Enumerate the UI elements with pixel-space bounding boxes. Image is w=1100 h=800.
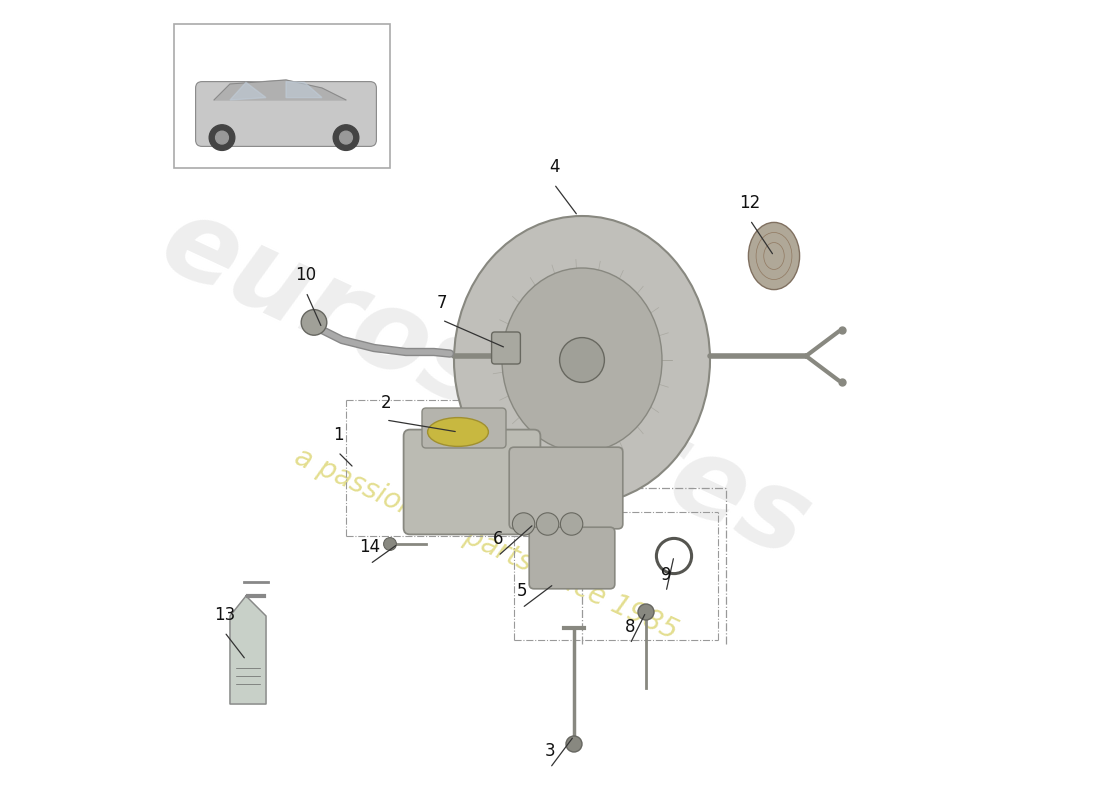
Ellipse shape	[502, 268, 662, 452]
Circle shape	[384, 538, 396, 550]
Text: a passion for parts since 1985: a passion for parts since 1985	[290, 442, 682, 646]
Text: 4: 4	[549, 158, 559, 176]
FancyBboxPatch shape	[196, 82, 376, 146]
Circle shape	[560, 338, 604, 382]
Text: 3: 3	[544, 742, 556, 760]
Text: 14: 14	[360, 538, 381, 556]
Circle shape	[209, 125, 234, 150]
FancyBboxPatch shape	[509, 447, 623, 529]
Circle shape	[566, 736, 582, 752]
Text: 13: 13	[213, 606, 235, 624]
Text: 2: 2	[381, 394, 392, 412]
Polygon shape	[214, 80, 346, 100]
Circle shape	[216, 131, 229, 144]
Circle shape	[333, 125, 359, 150]
Text: 8: 8	[625, 618, 636, 636]
Circle shape	[301, 310, 327, 335]
FancyBboxPatch shape	[529, 527, 615, 589]
Text: eurospares: eurospares	[145, 187, 827, 581]
Text: 7: 7	[437, 294, 448, 312]
Text: 12: 12	[739, 194, 760, 212]
Bar	[174, 24, 390, 168]
Circle shape	[537, 513, 559, 535]
Text: 6: 6	[493, 530, 504, 548]
Circle shape	[513, 513, 535, 535]
Text: 5: 5	[517, 582, 527, 600]
Text: 10: 10	[296, 266, 317, 284]
Polygon shape	[230, 82, 266, 100]
Ellipse shape	[748, 222, 800, 290]
Circle shape	[560, 513, 583, 535]
FancyBboxPatch shape	[404, 430, 540, 534]
Circle shape	[340, 131, 352, 144]
Circle shape	[638, 604, 654, 620]
FancyBboxPatch shape	[492, 332, 520, 364]
Ellipse shape	[454, 216, 710, 504]
FancyBboxPatch shape	[422, 408, 506, 448]
Polygon shape	[286, 82, 322, 98]
Polygon shape	[230, 596, 266, 704]
Text: 1: 1	[332, 426, 343, 444]
Ellipse shape	[428, 418, 488, 446]
Text: 9: 9	[661, 566, 671, 584]
